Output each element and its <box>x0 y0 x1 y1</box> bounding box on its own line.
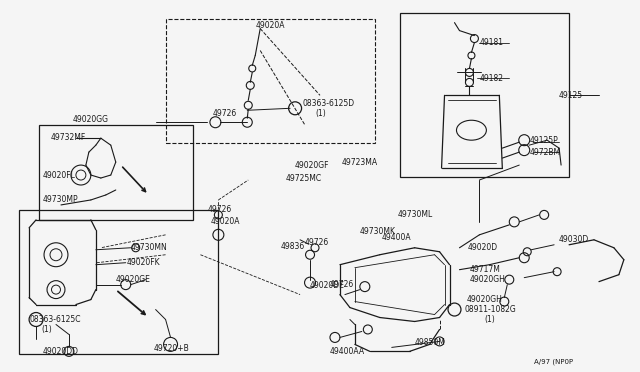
Text: 49717M: 49717M <box>469 265 500 274</box>
Text: 49726: 49726 <box>330 280 354 289</box>
Text: 49020A: 49020A <box>255 21 285 30</box>
Text: 49732MF: 49732MF <box>51 133 86 142</box>
Text: 49730MP: 49730MP <box>43 195 79 205</box>
Text: 49182: 49182 <box>479 74 504 83</box>
Bar <box>19 210 218 355</box>
Text: 49725MC: 49725MC <box>285 173 321 183</box>
Text: 49020FL: 49020FL <box>43 170 76 180</box>
Text: 08911-1082G: 08911-1082G <box>465 305 516 314</box>
Text: 08363-6125C: 08363-6125C <box>29 315 81 324</box>
Text: 49020GG: 49020GG <box>73 115 109 124</box>
Bar <box>166 19 375 143</box>
Text: 49020DE: 49020DE <box>310 281 345 290</box>
Text: 49726: 49726 <box>207 205 232 214</box>
Text: 49020GF: 49020GF <box>295 161 330 170</box>
Text: 49030D: 49030D <box>559 235 589 244</box>
Text: A/97 (NP0P: A/97 (NP0P <box>534 358 573 365</box>
Text: 49181: 49181 <box>479 38 504 47</box>
Text: 49020D: 49020D <box>467 243 497 252</box>
Text: 49020GE: 49020GE <box>116 275 150 284</box>
Text: 49020GH: 49020GH <box>467 295 502 304</box>
Text: 49723MA: 49723MA <box>342 158 378 167</box>
Text: (1): (1) <box>315 109 326 118</box>
Bar <box>400 13 569 177</box>
Text: 49850M: 49850M <box>415 338 445 347</box>
Text: 49125P: 49125P <box>529 136 558 145</box>
Text: 49020DD: 49020DD <box>43 347 79 356</box>
Text: 49730ML: 49730ML <box>397 211 433 219</box>
Text: 4972BM: 4972BM <box>529 148 561 157</box>
Text: 49400A: 49400A <box>382 233 412 242</box>
Text: 49400AA: 49400AA <box>330 347 365 356</box>
Text: 08363-6125D: 08363-6125D <box>302 99 354 108</box>
Text: (1): (1) <box>484 315 495 324</box>
Text: 49730MN: 49730MN <box>131 243 168 252</box>
Bar <box>39 125 193 220</box>
Text: (1): (1) <box>41 325 52 334</box>
Text: 49726: 49726 <box>212 109 237 118</box>
Text: 49020FK: 49020FK <box>127 258 161 267</box>
Text: 49836: 49836 <box>280 242 305 251</box>
Text: 49020A: 49020A <box>211 217 240 227</box>
Text: 49125: 49125 <box>559 91 583 100</box>
Text: 49730MK: 49730MK <box>360 227 396 236</box>
Text: 49020GH: 49020GH <box>469 275 506 284</box>
Text: 49726: 49726 <box>305 238 330 247</box>
Text: 49720+B: 49720+B <box>154 344 189 353</box>
